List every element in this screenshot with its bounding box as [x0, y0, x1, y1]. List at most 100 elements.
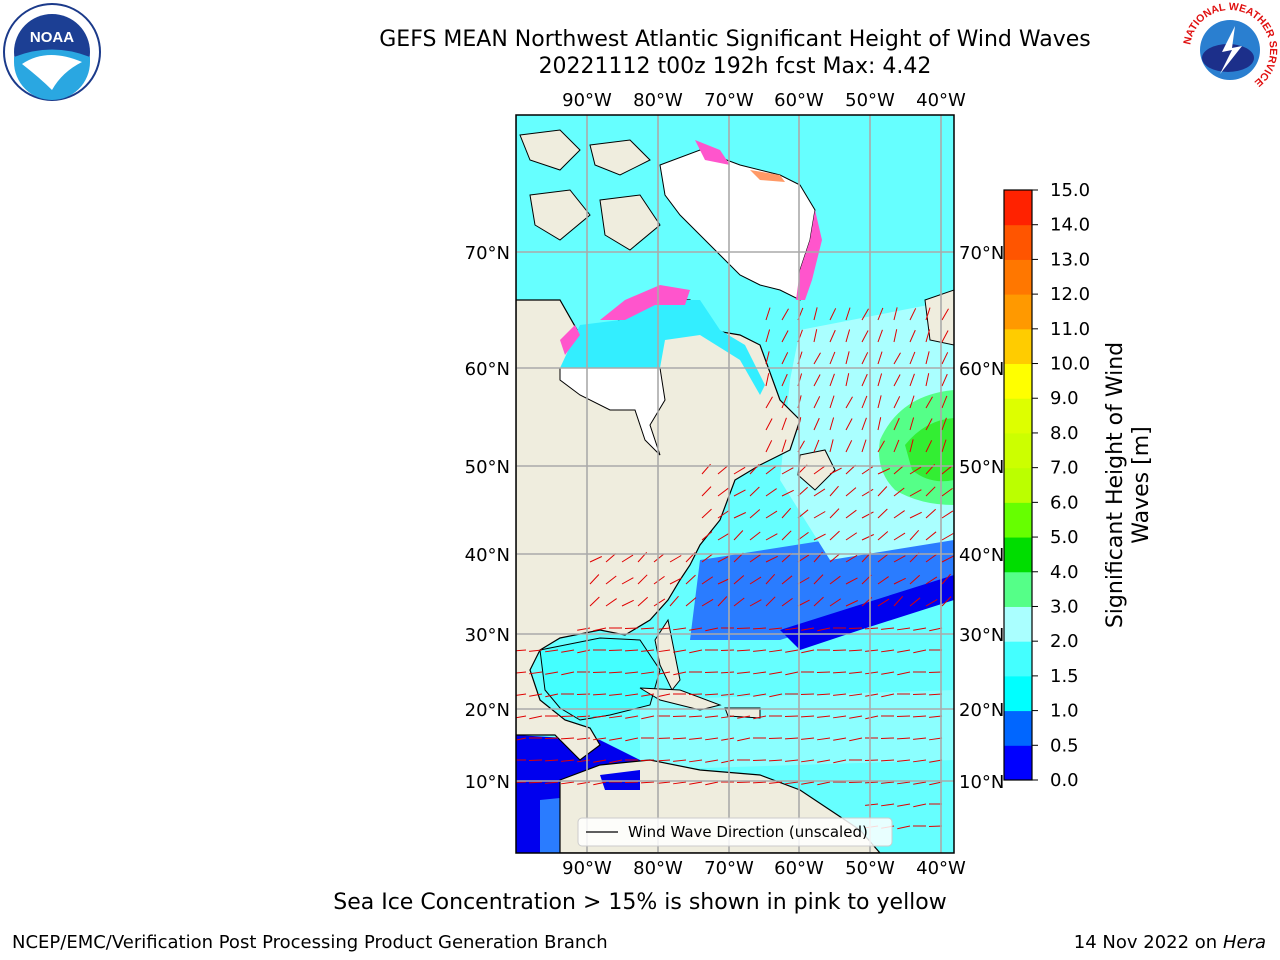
wave-direction-arrow — [813, 439, 820, 453]
wave-direction-arrow — [925, 329, 931, 343]
wave-direction-arrow — [785, 781, 799, 785]
wave-direction-arrow — [829, 508, 840, 519]
wave-direction-arrow — [749, 599, 762, 607]
wave-direction-arrow — [813, 374, 821, 387]
wave-direction-arrow — [781, 530, 792, 541]
wave-direction-arrow — [861, 488, 874, 497]
wave-direction-arrow — [801, 627, 815, 631]
colorbar-swatch — [1004, 259, 1032, 295]
wave-direction-arrow — [881, 649, 895, 653]
wave-direction-arrow — [909, 351, 916, 365]
colorbar-tick-label: 1.0 — [1050, 701, 1079, 722]
legend-label: Wind Wave Direction (unscaled) — [628, 823, 868, 841]
wave-direction-arrow — [829, 417, 835, 431]
colorbar-tick-label: 5.0 — [1050, 527, 1079, 548]
wave-direction-arrow — [561, 781, 575, 785]
wave-direction-arrow — [621, 554, 634, 563]
wave-direction-arrow — [897, 803, 911, 807]
wave-direction-arrow — [749, 554, 761, 563]
lat-label: 40°N — [465, 545, 510, 566]
lat-label: 10°N — [959, 772, 1004, 793]
wave-direction-arrow — [608, 671, 623, 674]
wave-direction-arrow — [849, 737, 863, 742]
wave-direction-arrow — [881, 803, 895, 807]
colorbar-swatch — [1004, 467, 1032, 503]
wave-direction-arrow — [941, 487, 953, 497]
land-archipelago-2 — [589, 139, 651, 176]
colorbar-swatch — [1004, 190, 1032, 226]
wave-direction-arrow — [561, 671, 575, 676]
wave-direction-arrow — [817, 715, 831, 718]
wave-direction-arrow — [717, 578, 730, 585]
lon-label: 40°W — [916, 858, 966, 879]
gulf-of-mexico — [539, 637, 661, 721]
wave-direction-arrow — [861, 330, 869, 343]
wave-direction-arrow — [516, 693, 527, 696]
wave-direction-arrow — [877, 373, 883, 387]
wave-direction-arrow — [877, 329, 883, 343]
wave-direction-arrow — [861, 352, 869, 365]
wave-direction-arrow — [717, 555, 730, 563]
wave-direction-arrow — [897, 825, 911, 830]
wave-direction-arrow — [941, 308, 949, 321]
wave-direction-arrow — [765, 533, 778, 541]
wave-direction-arrow — [765, 351, 770, 365]
wave-direction-arrow — [861, 373, 868, 387]
wave-direction-arrow — [689, 627, 703, 631]
wave-direction-arrow — [845, 554, 858, 563]
wave-direction-arrow — [893, 465, 905, 475]
colorbar-tick-label: 1.5 — [1050, 666, 1079, 687]
wave-direction-arrow — [765, 307, 771, 321]
colorbar-swatch — [1004, 675, 1032, 712]
wave-direction-arrow — [861, 466, 874, 475]
wave-direction-arrow — [765, 396, 773, 409]
wave-direction-arrow — [657, 781, 671, 784]
wave-direction-arrow — [592, 693, 607, 696]
colorbar-tick-label: 7.0 — [1050, 458, 1079, 479]
wave-direction-arrow — [813, 352, 821, 365]
wave-direction-arrow — [685, 597, 697, 607]
wave-direction-arrow — [705, 759, 719, 763]
wave-direction-arrow — [688, 715, 703, 718]
wave-direction-arrow — [721, 737, 735, 741]
wave-direction-arrow — [781, 352, 789, 365]
wave-direction-arrow — [785, 759, 799, 762]
land-baffin-island — [599, 194, 661, 251]
wave-direction-arrow — [781, 508, 792, 519]
noaa-logo: NOAA — [2, 2, 102, 102]
wave-direction-arrow — [769, 671, 783, 675]
wave-direction-arrow — [733, 575, 745, 585]
wave-direction-arrow — [865, 671, 879, 675]
wave-direction-arrow — [929, 715, 943, 718]
wave-direction-arrow — [625, 671, 639, 674]
lon-label: 80°W — [633, 858, 683, 879]
lat-labels-right: 70°N 60°N 50°N 40°N 30°N 20°N 10°N — [959, 243, 1004, 793]
wave-direction-arrow — [864, 781, 879, 784]
wave-direction-arrow — [717, 487, 729, 497]
wave-direction-arrow — [877, 440, 885, 453]
wave-direction-arrow — [544, 759, 559, 762]
colorbar-tick-label: 3.0 — [1050, 596, 1079, 617]
wave-direction-arrow — [893, 329, 898, 343]
lat-label: 50°N — [959, 457, 1004, 478]
wave-direction-arrow — [736, 649, 751, 652]
wave-direction-arrow — [672, 737, 687, 740]
wave-direction-arrow — [733, 597, 745, 607]
wave-direction-arrow — [577, 649, 591, 654]
wave-direction-arrow — [577, 759, 591, 763]
lon-label: 70°W — [704, 858, 754, 879]
wave-direction-arrow — [529, 715, 543, 720]
lon-label: 90°W — [562, 858, 612, 879]
lat-label: 40°N — [959, 545, 1004, 566]
graticule — [516, 115, 954, 853]
wave-direction-arrow — [817, 737, 831, 741]
wave-direction-arrow — [913, 627, 927, 631]
wave-direction-arrow — [737, 671, 751, 674]
wave-direction-arrow — [625, 737, 639, 742]
wave-direction-arrow — [893, 510, 905, 519]
wave-direction-arrow — [845, 396, 853, 409]
wave-direction-arrow — [768, 759, 783, 762]
wave-direction-arrow — [864, 627, 879, 630]
colorbar-tick-label: 12.0 — [1050, 284, 1090, 305]
